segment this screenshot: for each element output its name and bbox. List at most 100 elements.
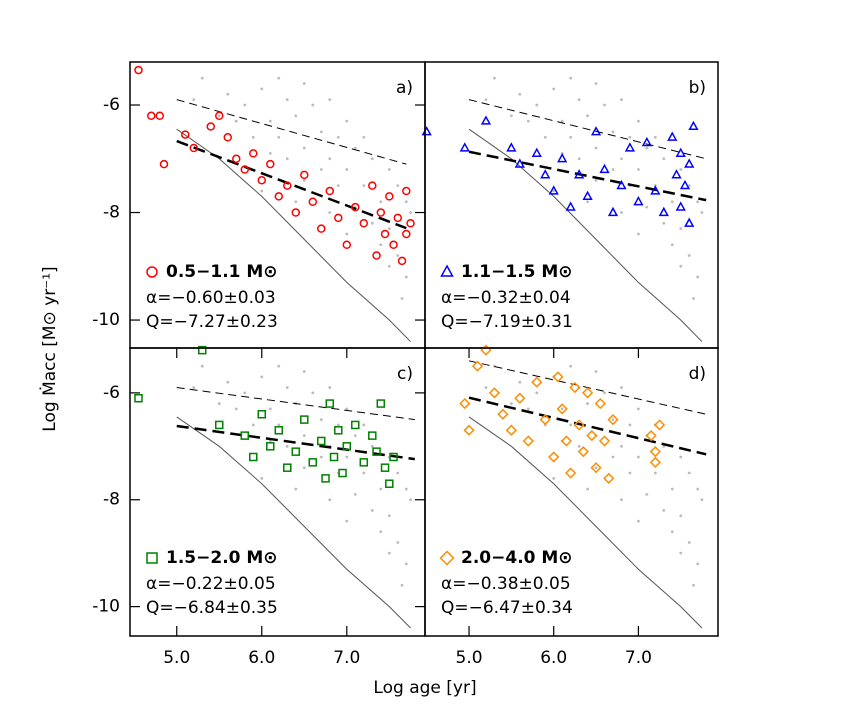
background-point (328, 98, 332, 102)
data-point (653, 419, 666, 431)
fit-line (176, 424, 415, 461)
background-point (404, 200, 408, 204)
background-point (577, 444, 581, 448)
data-point (679, 179, 691, 190)
background-point (328, 211, 332, 214)
background-point (294, 487, 298, 491)
background-point (679, 227, 683, 231)
background-point (192, 386, 196, 389)
background-point (628, 423, 632, 427)
fit-line (468, 150, 707, 202)
background-point (586, 402, 589, 405)
x-tick-label: 6.0 (248, 648, 275, 668)
data-point (552, 371, 564, 383)
background-point (319, 418, 323, 421)
background-point (636, 407, 640, 411)
legend-marker (440, 264, 454, 277)
background-point (687, 254, 691, 257)
plot-area (468, 360, 707, 629)
background-point (285, 444, 289, 448)
background-point (234, 407, 238, 411)
background-point (509, 114, 513, 118)
data-point (594, 397, 606, 410)
data-point (577, 446, 589, 458)
background-point (345, 407, 349, 411)
fit-stat: Q=−7.27±0.23 (146, 312, 278, 332)
background-point (226, 92, 230, 96)
data-point (688, 120, 699, 131)
background-point (277, 423, 281, 427)
background-point (217, 402, 221, 405)
data-point (607, 413, 619, 426)
data-point (569, 381, 581, 394)
panel-label: d) (689, 364, 706, 384)
background-point (645, 205, 649, 209)
background-point (586, 487, 589, 491)
data-point (159, 159, 169, 169)
background-point (687, 471, 691, 475)
plot-area (176, 364, 415, 629)
data-point (641, 136, 652, 147)
background-point (611, 168, 615, 171)
background-point (696, 562, 700, 566)
upper-line (176, 99, 407, 165)
data-point (675, 147, 686, 157)
data-point (134, 65, 143, 75)
background-point (679, 455, 683, 459)
x-axis-title: Log age [yr] (373, 678, 476, 698)
background-point (302, 434, 306, 438)
data-point (368, 431, 377, 440)
data-point (539, 413, 551, 426)
fit-line (176, 139, 407, 230)
data-point (684, 217, 695, 227)
data-point (649, 446, 661, 458)
data-point (385, 479, 394, 488)
y-tick-label: -10 (92, 597, 120, 617)
data-point (459, 397, 471, 410)
background-point (336, 423, 340, 427)
background-point (594, 370, 598, 373)
data-point (645, 430, 657, 442)
background-point (353, 493, 357, 496)
data-point (624, 142, 636, 152)
background-point (484, 98, 488, 102)
background-point (345, 519, 349, 523)
data-point (372, 251, 381, 260)
data-point (548, 185, 559, 195)
data-point (402, 229, 411, 239)
background-point (636, 168, 640, 171)
background-point (294, 114, 298, 118)
background-point (620, 386, 623, 389)
background-point (586, 200, 589, 204)
background-point (670, 487, 674, 491)
model-curve (176, 128, 411, 342)
background-point (409, 498, 412, 502)
background-point (362, 423, 366, 427)
data-point (633, 196, 644, 206)
data-point (240, 431, 250, 440)
background-point (319, 130, 323, 134)
data-point (334, 213, 343, 223)
x-tick-label: 7.0 (333, 648, 360, 668)
background-point (645, 146, 649, 150)
background-point (353, 146, 357, 150)
background-point (645, 493, 649, 496)
data-point (338, 468, 347, 478)
data-point (548, 451, 560, 463)
data-point (240, 165, 250, 174)
data-point (389, 240, 398, 250)
background-point (345, 119, 349, 123)
background-point (552, 189, 556, 193)
background-point (251, 135, 255, 139)
data-point (406, 219, 415, 228)
background-point (370, 221, 374, 225)
background-point (260, 476, 264, 480)
plot-area (176, 76, 412, 342)
data-point (181, 130, 190, 139)
data-point (471, 360, 484, 372)
background-point (277, 135, 281, 139)
legend-marker (146, 266, 158, 278)
background-point (277, 76, 281, 80)
x-tick-label: 6.0 (540, 648, 567, 668)
background-point (268, 407, 272, 411)
